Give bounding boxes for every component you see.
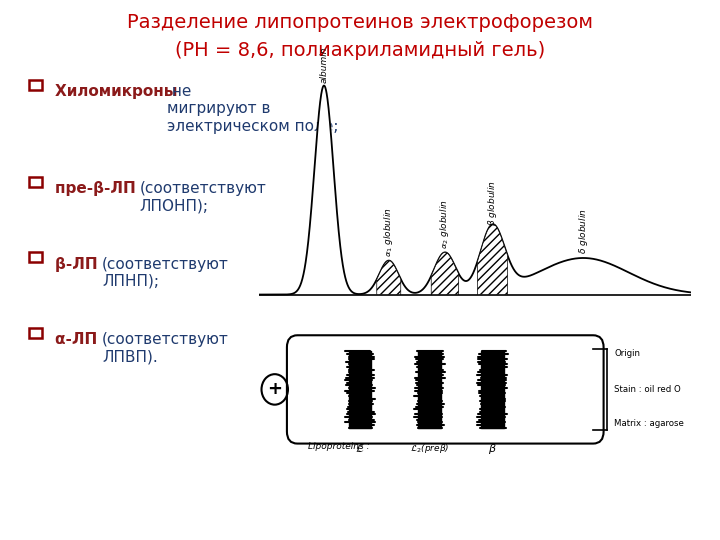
Bar: [29, 252, 42, 262]
Text: Lipoproteins :: Lipoproteins :: [307, 442, 369, 451]
Text: $\mathcal{L}_2$(pre$\beta$): $\mathcal{L}_2$(pre$\beta$): [410, 442, 449, 455]
Text: $\delta$ globulin: $\delta$ globulin: [577, 208, 590, 254]
Text: Разделение липопротеинов электрофорезом: Разделение липопротеинов электрофорезом: [127, 14, 593, 32]
Text: albumin: albumin: [320, 46, 328, 83]
Text: не
мигрируют в
электрическом поле;: не мигрируют в электрическом поле;: [167, 84, 338, 133]
Text: (РН = 8,6, полиакриламидный гель): (РН = 8,6, полиакриламидный гель): [175, 40, 545, 59]
Text: Origin: Origin: [614, 349, 640, 358]
Text: β-ЛП: β-ЛП: [55, 256, 103, 272]
Bar: [29, 177, 42, 187]
Text: Хиломикроны: Хиломикроны: [55, 84, 183, 99]
Text: (соответствуют
ЛПОНП);: (соответствуют ЛПОНП);: [140, 181, 266, 213]
Text: $\mathcal{\alpha}_1$ globulin: $\mathcal{\alpha}_1$ globulin: [382, 207, 395, 257]
Text: +: +: [267, 380, 282, 399]
Text: $\mathcal{\alpha}_2$ globulin: $\mathcal{\alpha}_2$ globulin: [438, 199, 451, 248]
Bar: [29, 79, 42, 90]
Text: $\mathcal{L}$: $\mathcal{L}$: [356, 442, 364, 454]
Bar: [29, 328, 42, 338]
Text: $\beta$: $\beta$: [488, 442, 497, 456]
Text: пре-β-ЛП: пре-β-ЛП: [55, 181, 141, 196]
Text: (соответствуют
ЛПВП).: (соответствуют ЛПВП).: [102, 332, 229, 365]
Text: Matrix : agarose: Matrix : agarose: [614, 419, 684, 428]
Text: Stain : oil red O: Stain : oil red O: [614, 385, 681, 394]
FancyBboxPatch shape: [287, 335, 603, 443]
Text: (соответствуют
ЛПНП);: (соответствуют ЛПНП);: [102, 256, 229, 289]
Text: $\beta$ globulin: $\beta$ globulin: [486, 180, 499, 226]
Text: α-ЛП: α-ЛП: [55, 332, 103, 347]
